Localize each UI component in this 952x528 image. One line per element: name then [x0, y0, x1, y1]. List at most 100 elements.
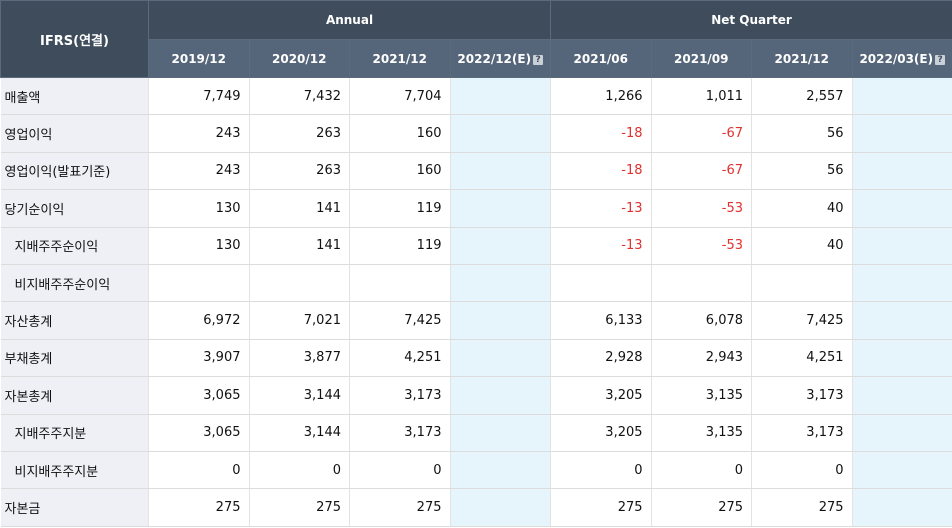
value-cell	[550, 264, 652, 303]
period-header-quarter: 2021/09	[650, 39, 753, 78]
value-cell: 0	[550, 451, 652, 490]
table-row: 당기순이익 130 141 119 -13 -53 40	[0, 189, 952, 228]
value-cell: 7,704	[349, 77, 451, 116]
table-row: 부채총계 3,907 3,877 4,251 2,928 2,943 4,251	[0, 339, 952, 378]
estimate-cell	[450, 227, 552, 265]
table-body: 매출액 7,749 7,432 7,704 1,266 1,011 2,557 영업이익 243…	[0, 77, 952, 527]
value-cell: 56	[751, 152, 853, 191]
row-label: 부채총계	[0, 339, 149, 378]
value-cell: 3,065	[148, 376, 250, 415]
row-label: 자본금	[0, 488, 149, 527]
value-cell: 275	[651, 488, 753, 527]
value-cell: -53	[651, 227, 753, 265]
value-cell: 3,173	[349, 376, 451, 415]
table-row: 비지배주주순이익	[0, 264, 952, 303]
table-row: 지배주주지분 3,065 3,144 3,173 3,205 3,135 3,173	[0, 414, 952, 452]
table-row: 자산총계 6,972 7,021 7,425 6,133 6,078 7,425	[0, 301, 952, 340]
period-label: 2022/12(E)	[457, 51, 532, 66]
value-cell: -13	[550, 189, 652, 228]
period-header-quarter: 2021/12	[751, 39, 853, 78]
row-label: 비지배주주지분	[0, 451, 149, 490]
value-cell: 0	[349, 451, 451, 490]
value-cell: 3,144	[249, 414, 350, 452]
row-label: 영업이익(발표기준)	[0, 152, 149, 191]
value-cell: 3,135	[651, 414, 753, 452]
value-cell: -13	[550, 227, 652, 265]
value-cell: 7,749	[148, 77, 250, 116]
value-cell: 160	[349, 114, 451, 153]
question-icon[interactable]: ?	[935, 54, 946, 65]
question-icon[interactable]: ?	[533, 54, 544, 65]
value-cell: 275	[148, 488, 250, 527]
value-cell: -18	[550, 152, 652, 191]
estimate-cell	[450, 114, 552, 153]
value-cell: 275	[249, 488, 350, 527]
estimate-cell	[852, 152, 952, 191]
period-label: 2022/03(E)	[859, 51, 934, 66]
estimate-cell	[852, 227, 952, 265]
value-cell: 7,425	[751, 301, 853, 340]
value-cell: 3,144	[249, 376, 350, 415]
row-label: 지배주주순이익	[0, 227, 149, 265]
value-cell	[651, 264, 753, 303]
value-cell: 3,205	[550, 414, 652, 452]
value-cell	[249, 264, 350, 303]
value-cell	[751, 264, 853, 303]
table-row: 자본총계 3,065 3,144 3,173 3,205 3,135 3,173	[0, 376, 952, 415]
value-cell: 275	[751, 488, 853, 527]
period-label: 2021/06	[573, 51, 628, 66]
row-label: 자산총계	[0, 301, 149, 340]
value-cell: -18	[550, 114, 652, 153]
estimate-cell	[852, 301, 952, 340]
value-cell: 7,425	[349, 301, 451, 340]
estimate-cell	[450, 488, 552, 527]
value-cell: 243	[148, 114, 250, 153]
period-header-quarter: 2021/06	[550, 39, 652, 78]
period-label: 2019/12	[171, 51, 226, 66]
estimate-cell	[852, 414, 952, 452]
period-label: 2021/09	[674, 51, 729, 66]
value-cell: 2,557	[751, 77, 853, 116]
estimate-cell	[450, 264, 552, 303]
value-cell: 3,205	[550, 376, 652, 415]
estimate-cell	[852, 189, 952, 228]
value-cell: 141	[249, 189, 350, 228]
table-row: 매출액 7,749 7,432 7,704 1,266 1,011 2,557	[0, 77, 952, 116]
estimate-cell	[852, 339, 952, 378]
value-cell: 6,078	[651, 301, 753, 340]
estimate-cell	[450, 152, 552, 191]
value-cell: 263	[249, 114, 350, 153]
period-header-annual: 2020/12	[248, 39, 350, 78]
value-cell: 56	[751, 114, 853, 153]
value-cell: 263	[249, 152, 350, 191]
row-label: 영업이익	[0, 114, 149, 153]
estimate-cell	[852, 451, 952, 490]
value-cell: 1,011	[651, 77, 753, 116]
value-cell: 3,173	[751, 376, 853, 415]
value-cell: 275	[349, 488, 451, 527]
table-row: 영업이익(발표기준) 243 263 160 -18 -67 56	[0, 152, 952, 191]
table-row: 자본금 275 275 275 275 275 275	[0, 488, 952, 527]
value-cell: 1,266	[550, 77, 652, 116]
table-row: 비지배주주지분 0 0 0 0 0 0	[0, 451, 952, 490]
row-label: 자본총계	[0, 376, 149, 415]
period-label: 2021/12	[774, 51, 829, 66]
value-cell: 119	[349, 189, 451, 228]
value-cell: 6,133	[550, 301, 652, 340]
value-cell: 243	[148, 152, 250, 191]
value-cell: 7,432	[249, 77, 350, 116]
estimate-cell	[450, 414, 552, 452]
value-cell: 0	[148, 451, 250, 490]
value-cell: -53	[651, 189, 753, 228]
period-header-annual: 2019/12	[148, 39, 250, 78]
estimate-cell	[450, 376, 552, 415]
value-cell: 3,907	[148, 339, 250, 378]
value-cell: 3,173	[349, 414, 451, 452]
value-cell: 0	[651, 451, 753, 490]
value-cell: 119	[349, 227, 451, 265]
value-cell: 0	[249, 451, 350, 490]
estimate-cell	[852, 114, 952, 153]
value-cell: 3,135	[651, 376, 753, 415]
row-label: 비지배주주순이익	[0, 264, 149, 303]
